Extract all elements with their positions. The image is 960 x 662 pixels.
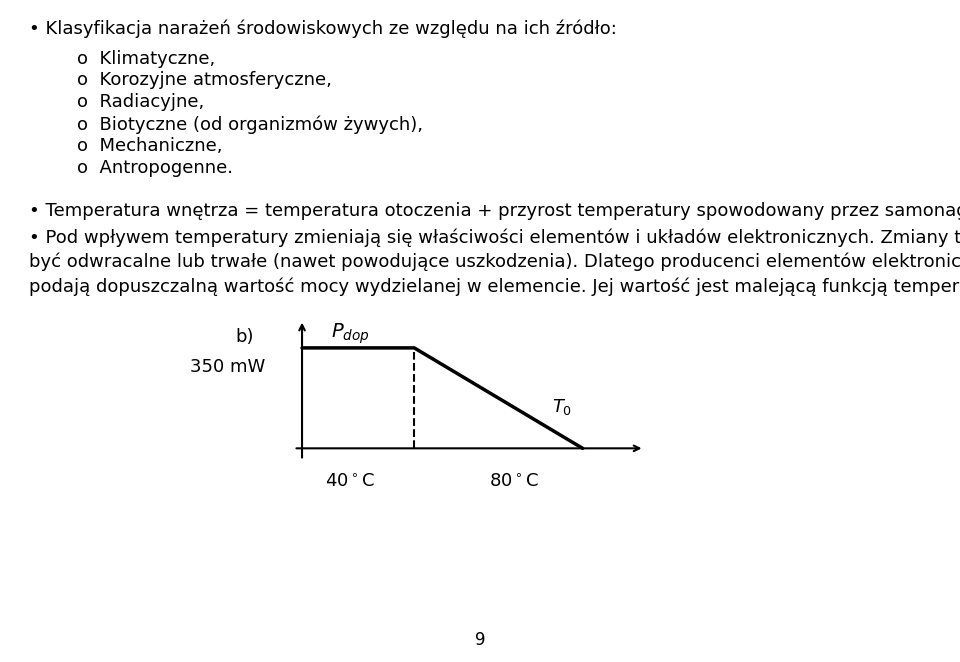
Text: 350 mW: 350 mW: [190, 358, 265, 377]
Text: • Pod wpływem temperatury zmieniają się właściwości elementów i układów elektron: • Pod wpływem temperatury zmieniają się …: [29, 228, 960, 247]
Text: 80$^\circ$C: 80$^\circ$C: [489, 473, 539, 491]
Text: o  Korozyjne atmosferyczne,: o Korozyjne atmosferyczne,: [77, 71, 331, 89]
Text: $T_0$: $T_0$: [552, 397, 572, 417]
Text: o  Antropogenne.: o Antropogenne.: [77, 159, 233, 177]
Text: o  Klimatyczne,: o Klimatyczne,: [77, 50, 215, 68]
Text: • Temperatura wnętrza = temperatura otoczenia + przyrost temperatury spowodowany: • Temperatura wnętrza = temperatura otoc…: [29, 202, 960, 220]
Text: 40$^\circ$C: 40$^\circ$C: [325, 473, 375, 491]
Text: o  Mechaniczne,: o Mechaniczne,: [77, 137, 223, 155]
Text: być odwracalne lub trwałe (nawet powodujące uszkodzenia). Dlatego producenci ele: być odwracalne lub trwałe (nawet powoduj…: [29, 253, 960, 271]
Text: o  Biotyczne (od organizmów żywych),: o Biotyczne (od organizmów żywych),: [77, 115, 422, 134]
Text: • Klasyfikacja narażeń środowiskowych ze względu na ich źródło:: • Klasyfikacja narażeń środowiskowych ze…: [29, 20, 616, 38]
Text: b): b): [235, 328, 253, 346]
Text: podają dopuszczalną wartość mocy wydzielanej w elemencie. Jej wartość jest malej: podają dopuszczalną wartość mocy wydziel…: [29, 277, 960, 296]
Text: $P_{dop}$: $P_{dop}$: [331, 321, 370, 346]
Text: 9: 9: [475, 631, 485, 649]
Text: o  Radiacyjne,: o Radiacyjne,: [77, 93, 204, 111]
